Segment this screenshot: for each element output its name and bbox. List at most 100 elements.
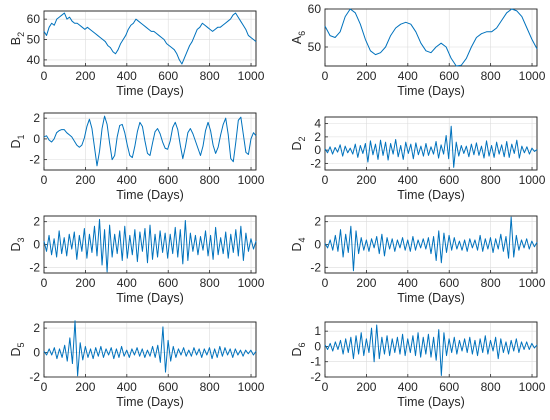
x-tick-label: 400: [398, 380, 418, 394]
y-axis-label-subscript: 3: [16, 237, 26, 242]
plot-area: [324, 116, 538, 171]
y-tick-label: -1: [310, 355, 321, 369]
subplot-2: 0 200 400 600 800 1000 50 60 Time (Days) A6: [290, 2, 546, 98]
series-line-1: [324, 8, 538, 67]
x-tick-label: 200: [356, 276, 376, 290]
x-tick-label: 0: [41, 380, 48, 394]
x-tick-label: 800: [200, 69, 220, 83]
y-axis-label-subscript: 2: [16, 32, 26, 37]
y-axis-label: D4: [290, 237, 307, 251]
y-tick-label: -2: [29, 260, 40, 274]
plot-border: [324, 8, 538, 67]
x-tick-label: 0: [322, 173, 329, 187]
y-tick-label: -2: [310, 370, 321, 384]
x-tick-label: 400: [398, 276, 418, 290]
x-tick-label: 1000: [238, 380, 265, 394]
y-tick-label: 40: [27, 53, 41, 67]
x-tick-label: 0: [322, 276, 329, 290]
y-axis-label-subscript: 4: [297, 237, 307, 242]
y-axis-label-main: D: [9, 242, 23, 251]
x-tick-label: 1000: [238, 69, 265, 83]
x-tick-label: 0: [41, 276, 48, 290]
series-line-1: [43, 12, 257, 65]
y-tick-label: -2: [29, 153, 40, 167]
x-tick-label: 0: [322, 69, 329, 83]
y-axis-label: B2: [9, 32, 26, 45]
x-tick-label: 0: [322, 380, 329, 394]
y-tick-label: 0: [33, 132, 40, 146]
x-tick-label: 600: [158, 69, 178, 83]
x-tick-label: 0: [41, 69, 48, 83]
x-tick-label: 400: [117, 69, 137, 83]
x-axis-label: Time (Days): [397, 395, 465, 409]
plot-border: [43, 215, 257, 274]
y-tick-label: 60: [27, 12, 41, 26]
y-tick-label: 50: [27, 33, 41, 47]
y-axis-label-main: D: [9, 139, 23, 148]
y-tick-label: 1: [314, 324, 321, 338]
y-axis-label-subscript: 1: [16, 134, 26, 139]
x-tick-label: 400: [398, 173, 418, 187]
x-tick-label: 600: [158, 380, 178, 394]
y-axis-label: D6: [290, 342, 307, 356]
x-tick-label: 800: [200, 276, 220, 290]
x-tick-label: 200: [356, 380, 376, 394]
plot-area: [43, 10, 257, 67]
plot-border: [43, 112, 257, 171]
plot-border: [324, 215, 538, 274]
y-axis-label-subscript: 5: [16, 342, 26, 347]
series-line-1: [43, 320, 257, 377]
y-tick-label: 0: [33, 238, 40, 252]
y-axis-label: A6: [290, 31, 307, 44]
plot-border: [43, 10, 257, 67]
x-tick-label: 400: [117, 276, 137, 290]
y-axis-label-subscript: 6: [297, 31, 307, 36]
x-tick-label: 1000: [519, 173, 546, 187]
y-tick-label: -2: [310, 260, 321, 274]
y-axis-label-main: D: [290, 347, 304, 356]
y-axis-label-main: D: [9, 347, 23, 356]
x-tick-label: 0: [41, 173, 48, 187]
subplot-1: 0 200 400 600 800 1000 40 50 60 Time (Days) B2: [9, 10, 265, 98]
x-tick-label: 600: [439, 69, 459, 83]
y-axis-label: D2: [290, 136, 307, 150]
series-line-1: [43, 115, 257, 167]
x-tick-label: 600: [158, 173, 178, 187]
y-tick-label: 2: [314, 130, 321, 144]
x-tick-label: 600: [439, 276, 459, 290]
x-axis-label: Time (Days): [397, 84, 465, 98]
y-tick-label: 4: [314, 117, 321, 131]
x-tick-label: 200: [75, 69, 95, 83]
x-axis-label: Time (Days): [116, 395, 184, 409]
x-tick-label: 400: [117, 380, 137, 394]
x-tick-label: 800: [481, 173, 501, 187]
x-tick-label: 400: [398, 69, 418, 83]
x-tick-label: 200: [356, 173, 376, 187]
plot-area: [324, 8, 538, 67]
x-tick-label: 200: [75, 173, 95, 187]
x-tick-label: 800: [481, 276, 501, 290]
y-tick-label: 2: [33, 111, 40, 125]
plot-border: [43, 321, 257, 378]
y-tick-label: 2: [33, 321, 40, 335]
y-axis-label: D5: [9, 342, 26, 356]
y-axis-label: D3: [9, 237, 26, 251]
x-tick-label: 200: [75, 276, 95, 290]
x-tick-label: 1000: [519, 380, 546, 394]
y-tick-label: 0: [314, 339, 321, 353]
y-tick-label: -2: [29, 370, 40, 384]
y-tick-label: 2: [314, 215, 321, 229]
y-tick-label: 0: [314, 238, 321, 252]
x-axis-label: Time (Days): [116, 84, 184, 98]
y-axis-label-main: D: [290, 141, 304, 150]
y-tick-label: 60: [308, 2, 322, 16]
plot-border: [324, 321, 538, 378]
y-axis-label-main: D: [290, 242, 304, 251]
y-axis-label: D1: [9, 134, 26, 148]
x-tick-label: 1000: [238, 173, 265, 187]
series-line-1: [324, 324, 538, 376]
